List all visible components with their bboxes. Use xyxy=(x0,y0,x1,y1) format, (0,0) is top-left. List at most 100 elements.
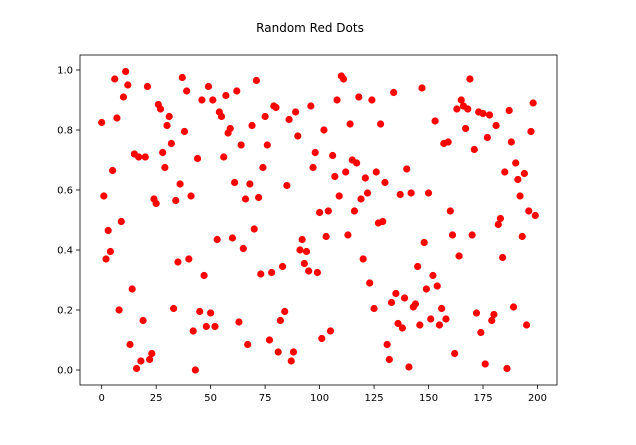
data-point xyxy=(135,153,143,161)
data-point xyxy=(185,255,193,263)
data-point xyxy=(231,178,239,187)
data-point xyxy=(315,208,324,217)
y-tick-label: 0.0 xyxy=(57,366,73,377)
data-point xyxy=(507,138,515,146)
data-point xyxy=(278,262,287,271)
data-point xyxy=(322,232,330,241)
data-point xyxy=(485,111,494,119)
data-point xyxy=(503,364,511,373)
data-point xyxy=(207,309,215,317)
data-point xyxy=(446,207,454,215)
data-point xyxy=(488,316,496,325)
data-point xyxy=(501,168,509,176)
data-point xyxy=(431,117,439,125)
data-point xyxy=(499,253,507,262)
data-point xyxy=(414,262,422,271)
data-point xyxy=(429,271,437,280)
data-point xyxy=(363,189,372,197)
x-tick-label: 100 xyxy=(310,393,329,404)
data-point xyxy=(265,336,274,344)
data-point xyxy=(119,93,128,101)
data-point xyxy=(494,220,502,229)
data-point xyxy=(163,121,171,130)
data-point xyxy=(416,321,424,329)
data-point xyxy=(132,364,141,373)
data-point xyxy=(108,166,117,175)
data-point xyxy=(390,88,398,97)
data-point xyxy=(189,327,197,335)
data-point xyxy=(100,192,108,200)
data-point xyxy=(254,193,263,202)
data-point xyxy=(392,289,400,298)
data-point xyxy=(204,82,213,91)
data-point xyxy=(451,349,459,358)
data-point xyxy=(311,148,319,157)
data-point xyxy=(516,192,524,200)
data-point xyxy=(420,238,428,247)
data-point xyxy=(217,112,226,121)
data-point xyxy=(496,214,505,223)
data-point xyxy=(180,127,189,136)
data-point xyxy=(396,190,404,199)
data-point xyxy=(331,172,339,181)
data-point xyxy=(143,82,152,91)
data-point xyxy=(407,189,415,197)
data-point xyxy=(169,304,178,313)
data-point xyxy=(305,267,313,275)
data-point xyxy=(281,307,289,316)
data-point xyxy=(518,232,526,241)
data-point xyxy=(520,169,529,178)
data-point xyxy=(102,255,110,263)
data-point xyxy=(98,118,106,127)
data-point xyxy=(235,318,243,326)
data-point xyxy=(178,73,186,82)
data-point xyxy=(309,163,317,172)
data-point xyxy=(117,217,125,226)
data-point xyxy=(226,124,234,133)
data-point xyxy=(239,244,247,253)
data-point xyxy=(126,340,134,349)
data-point xyxy=(444,138,452,146)
y-tick-label: 0.4 xyxy=(57,246,73,257)
y-tick-label: 0.8 xyxy=(57,126,73,137)
x-tick-label: 175 xyxy=(473,393,492,404)
data-point xyxy=(244,340,252,349)
data-point xyxy=(527,127,535,136)
data-point xyxy=(104,226,112,235)
data-point xyxy=(111,75,119,83)
data-point xyxy=(172,196,180,205)
data-point xyxy=(307,102,315,110)
data-point xyxy=(381,178,389,187)
data-point xyxy=(268,268,276,277)
data-point xyxy=(505,106,513,115)
data-point xyxy=(294,132,302,140)
x-tick-label: 50 xyxy=(204,393,217,404)
data-point xyxy=(350,207,359,215)
data-point xyxy=(355,93,363,101)
data-point xyxy=(176,180,184,188)
data-point xyxy=(200,271,208,280)
chart-title: Random Red Dots xyxy=(256,21,364,35)
data-point xyxy=(342,168,350,176)
data-point xyxy=(385,355,393,364)
data-point xyxy=(259,163,267,172)
data-point xyxy=(461,124,470,133)
data-point xyxy=(167,139,176,148)
data-point xyxy=(196,307,204,316)
data-point xyxy=(455,252,463,260)
data-point xyxy=(289,348,298,356)
data-point xyxy=(248,121,256,130)
y-tick-label: 0.2 xyxy=(57,306,73,317)
data-point xyxy=(115,306,123,314)
y-axis: 0.0 0.2 0.4 0.6 0.8 1.0 xyxy=(57,66,80,377)
data-point xyxy=(335,192,343,200)
data-point xyxy=(318,334,326,343)
data-point xyxy=(222,91,230,100)
data-point xyxy=(359,255,367,263)
data-point xyxy=(106,247,114,256)
data-point xyxy=(433,282,441,290)
data-point xyxy=(468,231,476,239)
data-point xyxy=(492,121,500,130)
data-point xyxy=(457,96,465,104)
